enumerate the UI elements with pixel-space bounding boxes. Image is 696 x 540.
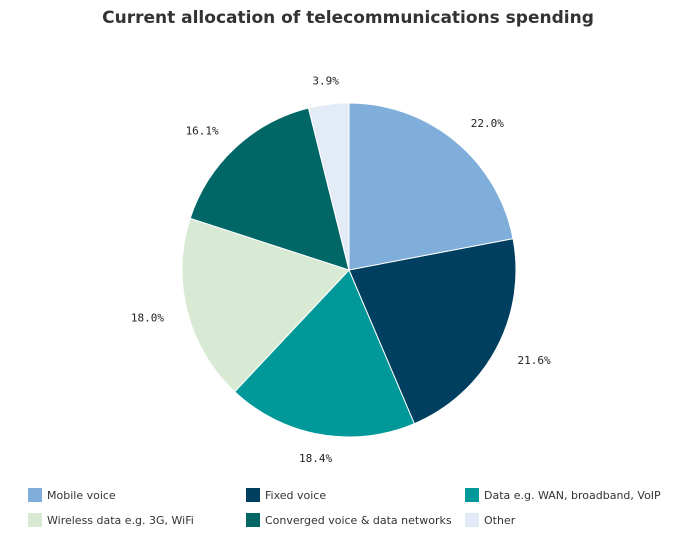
slice-labels: 22.0% 21.6% 18.4% 18.0% 16.1% 3.9%: [131, 74, 551, 465]
pie-slice-0[interactable]: [348, 102, 514, 271]
slice-label-5: 3.9%: [312, 74, 339, 87]
legend-label: Converged voice & data networks: [265, 513, 452, 527]
slice-label-3: 18.0%: [131, 311, 164, 324]
legend-item-other[interactable]: Other: [465, 512, 515, 528]
slice-label-0: 22.0%: [471, 117, 504, 130]
legend-label: Fixed voice: [265, 488, 327, 502]
slice-label-2: 18.4%: [299, 452, 332, 465]
legend-swatch: [28, 513, 42, 527]
chart-title: Current allocation of telecommunications…: [102, 8, 594, 28]
legend-item-mobile-voice[interactable]: Mobile voice: [28, 487, 116, 503]
pie-slice-1[interactable]: [348, 238, 517, 425]
legend-label: Other: [484, 513, 516, 527]
legend-item-converged-networks[interactable]: Converged voice & data networks: [246, 512, 452, 528]
pie-slices: [181, 102, 517, 438]
pie-slice-2[interactable]: [233, 269, 416, 438]
legend-item-wireless-data[interactable]: Wireless data e.g. 3G, WiFi: [28, 512, 194, 528]
legend-item-fixed-voice[interactable]: Fixed voice: [246, 487, 326, 503]
slice-label-1: 21.6%: [518, 354, 551, 367]
legend-swatch: [246, 513, 260, 527]
pie-slice-4[interactable]: [189, 107, 350, 271]
legend-swatch: [246, 488, 260, 502]
legend-swatch: [465, 513, 479, 527]
pie-slice-3[interactable]: [181, 217, 350, 393]
pie-slice-5[interactable]: [307, 102, 350, 271]
legend-swatch: [28, 488, 42, 502]
legend-label: Wireless data e.g. 3G, WiFi: [47, 513, 194, 527]
legend-label: Mobile voice: [47, 488, 116, 502]
legend-label: Data e.g. WAN, broadband, VoIP: [484, 488, 661, 502]
legend-swatch: [465, 488, 479, 502]
legend-item-data-wan[interactable]: Data e.g. WAN, broadband, VoIP: [465, 487, 661, 503]
slice-label-4: 16.1%: [186, 124, 219, 137]
